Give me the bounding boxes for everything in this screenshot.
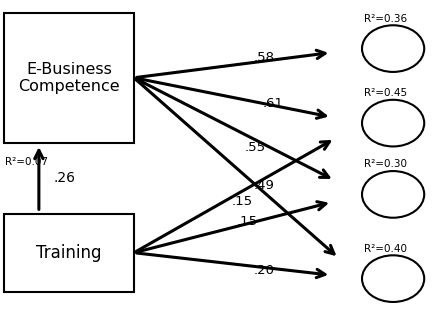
Text: .15: .15 [232, 194, 253, 207]
Circle shape [362, 100, 424, 146]
Circle shape [362, 255, 424, 302]
Text: .26: .26 [54, 171, 76, 185]
Text: .61: .61 [262, 97, 283, 110]
Text: E-Business
Competence: E-Business Competence [18, 62, 120, 94]
FancyBboxPatch shape [4, 214, 134, 292]
Text: R²=0.40: R²=0.40 [364, 244, 407, 254]
Text: R²=0.45: R²=0.45 [364, 88, 407, 98]
Text: .55: .55 [245, 141, 266, 154]
Text: R²=0.30: R²=0.30 [364, 159, 407, 169]
Text: .15: .15 [236, 215, 257, 228]
Circle shape [362, 171, 424, 218]
Text: .20: .20 [254, 264, 275, 277]
Text: R²=0.36: R²=0.36 [364, 14, 407, 24]
Text: .49: .49 [254, 179, 275, 192]
Text: R²=0.07: R²=0.07 [5, 157, 48, 167]
Text: Training: Training [36, 244, 102, 262]
FancyBboxPatch shape [4, 13, 134, 143]
Text: .58: .58 [254, 51, 275, 64]
Circle shape [362, 25, 424, 72]
